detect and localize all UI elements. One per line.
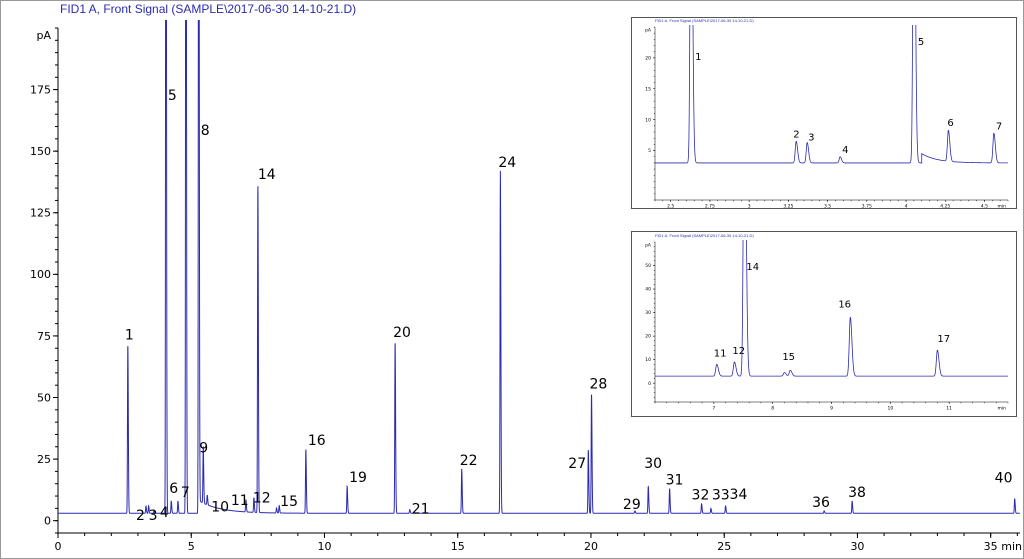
x-tick-label: 35: [984, 540, 998, 553]
peak-label: 7: [181, 485, 190, 501]
peak-label: 16: [308, 433, 326, 449]
x-tick-label: 3.25: [783, 204, 793, 210]
peak-label: 14: [746, 262, 759, 273]
peak-label: 29: [623, 497, 641, 513]
peak-label: 15: [782, 352, 795, 363]
x-tick-label: 2.5: [667, 204, 674, 210]
peak-label: 17: [937, 334, 950, 345]
y-tick-label: 150: [30, 145, 51, 158]
peak-label: 6: [947, 118, 953, 129]
peak-label: 5: [168, 88, 177, 104]
peak-label: 34: [730, 487, 748, 503]
y-tick-label: 10: [645, 357, 651, 363]
peak-label: 38: [848, 485, 866, 501]
x-tick-label: 11: [946, 406, 952, 412]
peak-label: 2: [793, 129, 799, 140]
peak-label: 12: [732, 346, 745, 357]
peak-label: 3: [808, 133, 814, 144]
y-tick-label: 75: [37, 330, 51, 343]
y-tick-label: 20: [645, 334, 651, 340]
peak-label: 21: [412, 502, 430, 518]
inset-title: FID1 A, Front Signal (SAMPLE\2017-06-30 …: [655, 18, 754, 23]
peak-label: 31: [666, 473, 684, 489]
peak-label: 27: [568, 456, 586, 472]
peak-label: 20: [393, 325, 411, 341]
x-tick-label: 3.5: [824, 204, 831, 210]
y-tick-label: 175: [30, 83, 51, 96]
signal-trace: [58, 20, 1020, 514]
x-tick-label: 4.25: [940, 204, 950, 210]
peak-label: 36: [812, 495, 830, 511]
peak-label: 33: [712, 487, 730, 503]
x-tick-label: 8: [771, 406, 774, 412]
x-tick-label: 25: [717, 540, 731, 553]
y-tick-label: 0: [648, 381, 651, 387]
x-tick-label: 2.75: [705, 204, 715, 210]
peak-label: 14: [258, 167, 276, 183]
x-tick-label: 5: [188, 540, 195, 553]
peak-label: 24: [498, 155, 516, 171]
x-tick-label: 10: [317, 540, 331, 553]
y-tick-label: 125: [30, 207, 51, 220]
y-tick-label: 10: [645, 117, 651, 123]
x-tick-label: 4.5: [981, 204, 988, 210]
x-tick-label: 20: [584, 540, 598, 553]
inset-frame: [631, 231, 1017, 417]
x-axis-unit: min: [998, 406, 1007, 412]
peak-label: 1: [125, 327, 134, 343]
y-tick-label: 40: [645, 287, 651, 293]
signal-trace: [655, 240, 1008, 377]
inset-frame: [631, 17, 1017, 209]
x-tick-label: 30: [850, 540, 864, 553]
y-tick-label: 30: [645, 310, 651, 316]
y-axis-unit: pA: [645, 28, 652, 34]
peak-label: 40: [995, 471, 1013, 487]
inset-title: FID1 A, Front Signal (SAMPLE\2017-06-30 …: [655, 233, 754, 238]
signal-trace: [655, 25, 1008, 164]
x-tick-label: 9: [830, 406, 833, 412]
x-tick-label: 10: [887, 406, 893, 412]
peak-label: 7: [996, 121, 1002, 132]
peak-label: 19: [349, 470, 367, 486]
peak-label: 8: [201, 123, 210, 139]
y-tick-label: 50: [37, 391, 51, 404]
x-tick-label: 0: [55, 540, 62, 553]
x-tick-label: 7: [712, 406, 715, 412]
peak-label: 4: [160, 505, 169, 521]
x-tick-label: 4: [905, 204, 908, 210]
x-axis-unit: min: [1001, 540, 1022, 553]
x-tick-label: 3: [748, 204, 751, 210]
x-tick-label: 15: [451, 540, 465, 553]
peak-label: 6: [169, 481, 178, 497]
x-axis-unit: min: [998, 204, 1007, 210]
peak-label: 15: [280, 494, 298, 510]
peak-label: 5: [918, 37, 924, 48]
peak-label: 11: [231, 493, 249, 509]
y-tick-label: 25: [37, 453, 51, 466]
y-tick-label: 15: [645, 86, 651, 92]
peak-label: 22: [460, 453, 478, 469]
peak-label: 2: [136, 508, 145, 524]
y-tick-label: 5: [648, 148, 651, 154]
peak-label: 4: [842, 145, 848, 156]
y-tick-label: 0: [44, 515, 51, 528]
peak-label: 9: [199, 441, 208, 457]
peak-label: 11: [714, 348, 727, 359]
peak-label: 30: [644, 456, 662, 472]
y-tick-label: 20: [645, 55, 651, 61]
peak-label: 3: [149, 508, 158, 524]
peak-label: 28: [589, 377, 607, 393]
y-tick-label: 100: [30, 268, 51, 281]
peak-label: 1: [695, 52, 701, 63]
peak-label: 12: [253, 491, 271, 507]
peak-label: 16: [838, 299, 851, 310]
peak-label: 10: [211, 499, 229, 515]
peak-label: 32: [692, 487, 710, 503]
chart-title: FID1 A, Front Signal (SAMPLE\2017-06-30 …: [60, 2, 356, 16]
y-tick-label: 50: [645, 263, 651, 269]
x-tick-label: 3.75: [862, 204, 872, 210]
y-axis-unit: pA: [645, 243, 652, 249]
y-axis-unit: pA: [36, 29, 51, 42]
